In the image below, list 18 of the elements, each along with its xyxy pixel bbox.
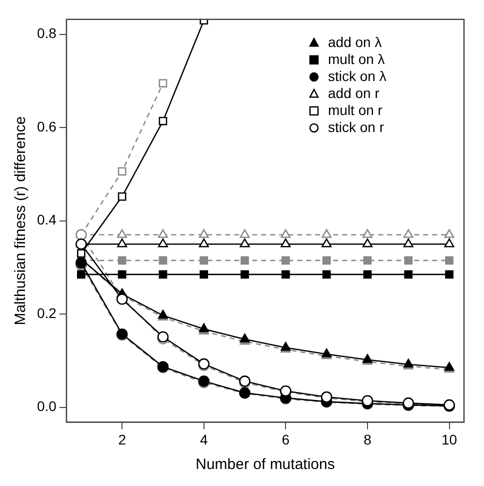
legend-label: stick on r	[328, 118, 384, 135]
x-tick-label: 8	[364, 431, 372, 448]
legend-label: stick on λ	[328, 68, 386, 84]
x-tick-label: 2	[118, 431, 126, 448]
y-tick-label: 0.4	[36, 212, 57, 228]
x-axis-title: Number of mutations	[196, 456, 335, 474]
x-tick-label: 6	[282, 431, 290, 448]
x-tick-label: 4	[200, 431, 208, 448]
legend-label: mult on r	[328, 102, 383, 118]
y-tick-label: 0.2	[36, 304, 57, 321]
y-axis-title: Malthusian fitness (r) difference	[12, 116, 30, 326]
y-tick-label: 0.6	[36, 118, 57, 134]
y-tick-label: 0.0	[36, 398, 57, 414]
legend-label: add on λ	[328, 34, 382, 50]
legend-label: add on r	[328, 84, 380, 101]
y-tick-label: 0.8	[36, 25, 57, 42]
x-tick-label: 10	[441, 431, 458, 448]
legend-label: mult on λ	[328, 50, 385, 67]
